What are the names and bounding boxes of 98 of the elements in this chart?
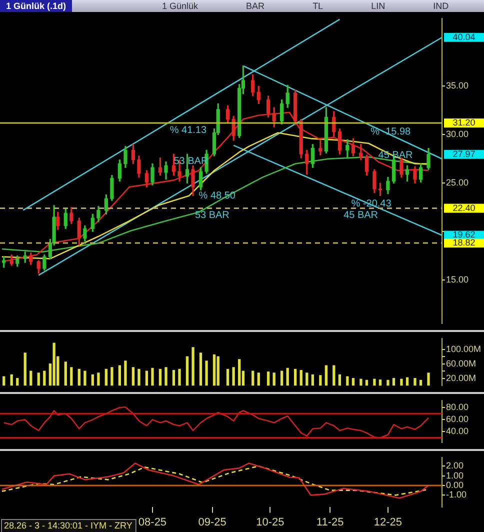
bar [406,377,409,386]
bar [164,367,168,386]
bar [346,376,349,386]
bar [311,374,314,386]
bar [427,372,430,386]
y-tick-label: 1.00 [446,470,464,480]
bar [238,359,241,386]
y-tick-label: 2.00 [446,460,464,471]
bar [205,360,208,386]
y-tick-label: 80.00 [446,402,469,412]
bar [16,378,19,386]
bar [324,365,328,386]
bar [70,367,73,386]
ref-line-label: 18.82 [452,237,476,248]
y-tick-label: 40.00 [446,426,469,436]
bar [294,368,297,386]
bar [378,379,382,386]
y-tick-label: 60.00 [446,414,469,424]
bar [338,374,342,386]
bar [192,347,194,386]
annotation: 53 BAR [194,210,230,222]
x-tick-label: 11-25 [316,516,344,528]
text: TL [312,1,324,11]
bar [178,368,181,386]
bar [124,360,127,386]
bar [104,368,108,386]
bar [306,372,308,386]
y-tick-label: -1.00 [446,490,467,500]
bar [52,342,56,386]
text: BAR [246,1,265,11]
bar [232,367,235,386]
text: 1 Günlük [162,1,198,11]
bar [97,372,100,386]
bar [365,380,368,386]
y-tick-label: 0.00 [446,480,464,490]
y-tick-label: 20.00M [446,372,476,383]
bar [414,378,416,386]
bar [64,362,67,386]
bar [91,374,94,386]
bar [84,370,86,386]
bar [145,370,148,386]
y-tick-label: 100.00M [446,344,482,354]
bar [158,368,162,386]
ref-line-label: 31.20 [452,118,476,128]
bar [286,368,289,386]
bar [30,370,32,386]
y-tick-label: 35.00 [446,80,469,91]
bar [352,378,355,386]
bar [400,378,403,386]
bar [110,367,114,386]
bar [212,354,216,386]
x-tick-label: 09-25 [198,516,226,528]
bar [419,380,422,386]
bar [132,367,135,386]
bar [392,378,396,386]
annotation: % 41.13 [170,124,207,136]
bar [332,365,336,386]
bar [138,368,140,386]
x-tick-label: 12-25 [374,516,402,528]
bar [172,370,176,386]
bar [360,378,362,386]
annotation: 40.04 [452,32,476,42]
bar [216,356,220,386]
bar [118,365,121,386]
bar [373,378,376,386]
x-tick-label: 08-25 [138,516,167,528]
bar [257,372,260,386]
bar [199,352,202,386]
bar [319,375,322,386]
annotation: 27.97 [452,148,476,159]
text: IND [433,1,449,11]
bar [300,370,302,386]
bar [37,372,40,386]
bar [266,371,270,386]
bar [226,368,230,386]
y-tick-label: 30.00 [446,129,469,140]
bar [24,352,26,386]
bar [272,372,276,386]
chart-title: 1 Günlük (.1d) [0,0,72,12]
bar [10,374,13,386]
x-tick-label: 10-25 [256,516,284,528]
y-tick-label: 25.00 [446,178,469,188]
ref-line-label: 22.40 [452,202,476,213]
y-tick-label: 15.00 [446,274,469,284]
annotation: 19.62 [452,230,476,240]
y-tick-label: 60.00M [446,358,476,368]
bar [2,376,6,386]
bar [280,370,284,386]
bar [252,370,254,386]
bar [151,368,154,386]
bar [78,368,80,386]
annotation: 45 BAR [378,150,413,161]
text: LIN [371,1,386,11]
bar [386,380,390,386]
bar [186,356,189,386]
text: 28.26 - 3 - 14:30:01 - IYM - ZRY [4,520,132,530]
bar [43,370,46,386]
annotation: 45 BAR [344,210,378,222]
